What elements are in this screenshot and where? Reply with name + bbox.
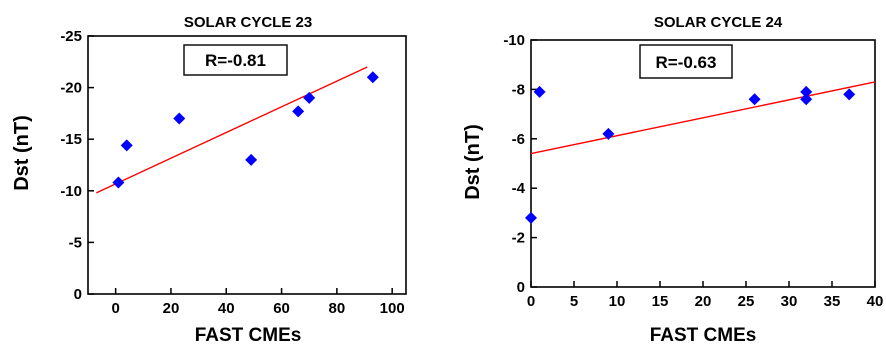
data-point — [173, 112, 186, 125]
plot-frame — [87, 35, 407, 295]
data-point — [843, 88, 856, 101]
y-tick-label: -5 — [69, 234, 82, 251]
fit-line — [530, 81, 876, 155]
fit-line — [96, 66, 368, 194]
chart-title: SOLAR CYCLE 24 — [654, 14, 783, 31]
x-tick-label: 60 — [273, 300, 290, 317]
x-tick-label: 40 — [218, 300, 235, 317]
annotation-frame — [183, 44, 288, 76]
y-tick-label: -2 — [512, 230, 525, 247]
y-tick-label: -25 — [60, 28, 82, 45]
data-point — [112, 176, 125, 189]
x-tick-label: 100 — [380, 300, 405, 317]
data-marks — [96, 66, 379, 194]
x-tick-label: 80 — [329, 300, 346, 317]
x-tick-label: 5 — [570, 293, 578, 310]
data-point — [366, 71, 379, 84]
data-point — [303, 91, 316, 104]
y-tick-label: 0 — [74, 286, 82, 303]
x-tick-label: 40 — [867, 293, 884, 310]
x-tick-label: 20 — [695, 293, 712, 310]
y-tick-label: -10 — [60, 183, 82, 200]
x-tick-label: 25 — [738, 293, 755, 310]
y-axis-label: Dst (nT) — [462, 124, 484, 200]
y-tick-label: -6 — [512, 131, 525, 148]
y-axis-label-group: Dst (nT) — [11, 115, 33, 191]
axis-ticks: 0 5 10 15 20 25 30 35 40 0 -2 -4 -6 -8 -10 — [503, 32, 883, 310]
correlation-annotation: R=-0.81 — [205, 51, 266, 70]
data-point — [120, 139, 133, 152]
annotation-box: R=-0.81 — [183, 44, 288, 76]
x-axis-label: FAST CMEs — [195, 325, 302, 344]
annotation-box: R=-0.63 — [639, 44, 733, 79]
y-tick-label: -20 — [60, 80, 82, 97]
data-point — [800, 93, 813, 106]
annotation-frame — [639, 44, 733, 79]
x-axis-label: FAST CMEs — [650, 325, 757, 344]
x-tick-label: 0 — [527, 293, 535, 310]
x-tick-label: 35 — [824, 293, 841, 310]
x-tick-label: 15 — [652, 293, 669, 310]
y-axis-label: Dst (nT) — [11, 115, 33, 191]
data-point — [525, 211, 537, 224]
axis-ticks: 0 20 40 60 80 100 0 -5 -10 -15 -20 -25 — [60, 28, 404, 317]
data-point — [533, 85, 546, 98]
y-tick-label: -10 — [503, 32, 525, 49]
data-point — [602, 127, 615, 140]
y-axis-label-group: Dst (nT) — [462, 124, 484, 200]
chart-title: SOLAR CYCLE 23 — [184, 14, 312, 31]
x-tick-label: 30 — [781, 293, 798, 310]
y-tick-label: -4 — [512, 180, 526, 197]
correlation-annotation: R=-0.63 — [656, 53, 717, 72]
x-tick-label: 10 — [609, 293, 626, 310]
data-marks — [525, 81, 876, 224]
chart-solar-cycle-23: SOLAR CYCLE 23 Dst (nT) FAST CMEs R=-0.8… — [11, 14, 407, 346]
y-tick-label: -15 — [60, 131, 82, 148]
data-point — [748, 93, 761, 106]
data-point — [800, 85, 813, 98]
y-tick-label: -8 — [512, 81, 525, 98]
data-point — [292, 105, 305, 118]
x-tick-label: 0 — [111, 300, 119, 317]
y-tick-label: 0 — [517, 279, 525, 296]
data-point — [245, 153, 258, 166]
chart-solar-cycle-24: SOLAR CYCLE 24 Dst (nT) FAST CMEs R=-0.6… — [462, 14, 883, 346]
x-tick-label: 20 — [163, 300, 180, 317]
